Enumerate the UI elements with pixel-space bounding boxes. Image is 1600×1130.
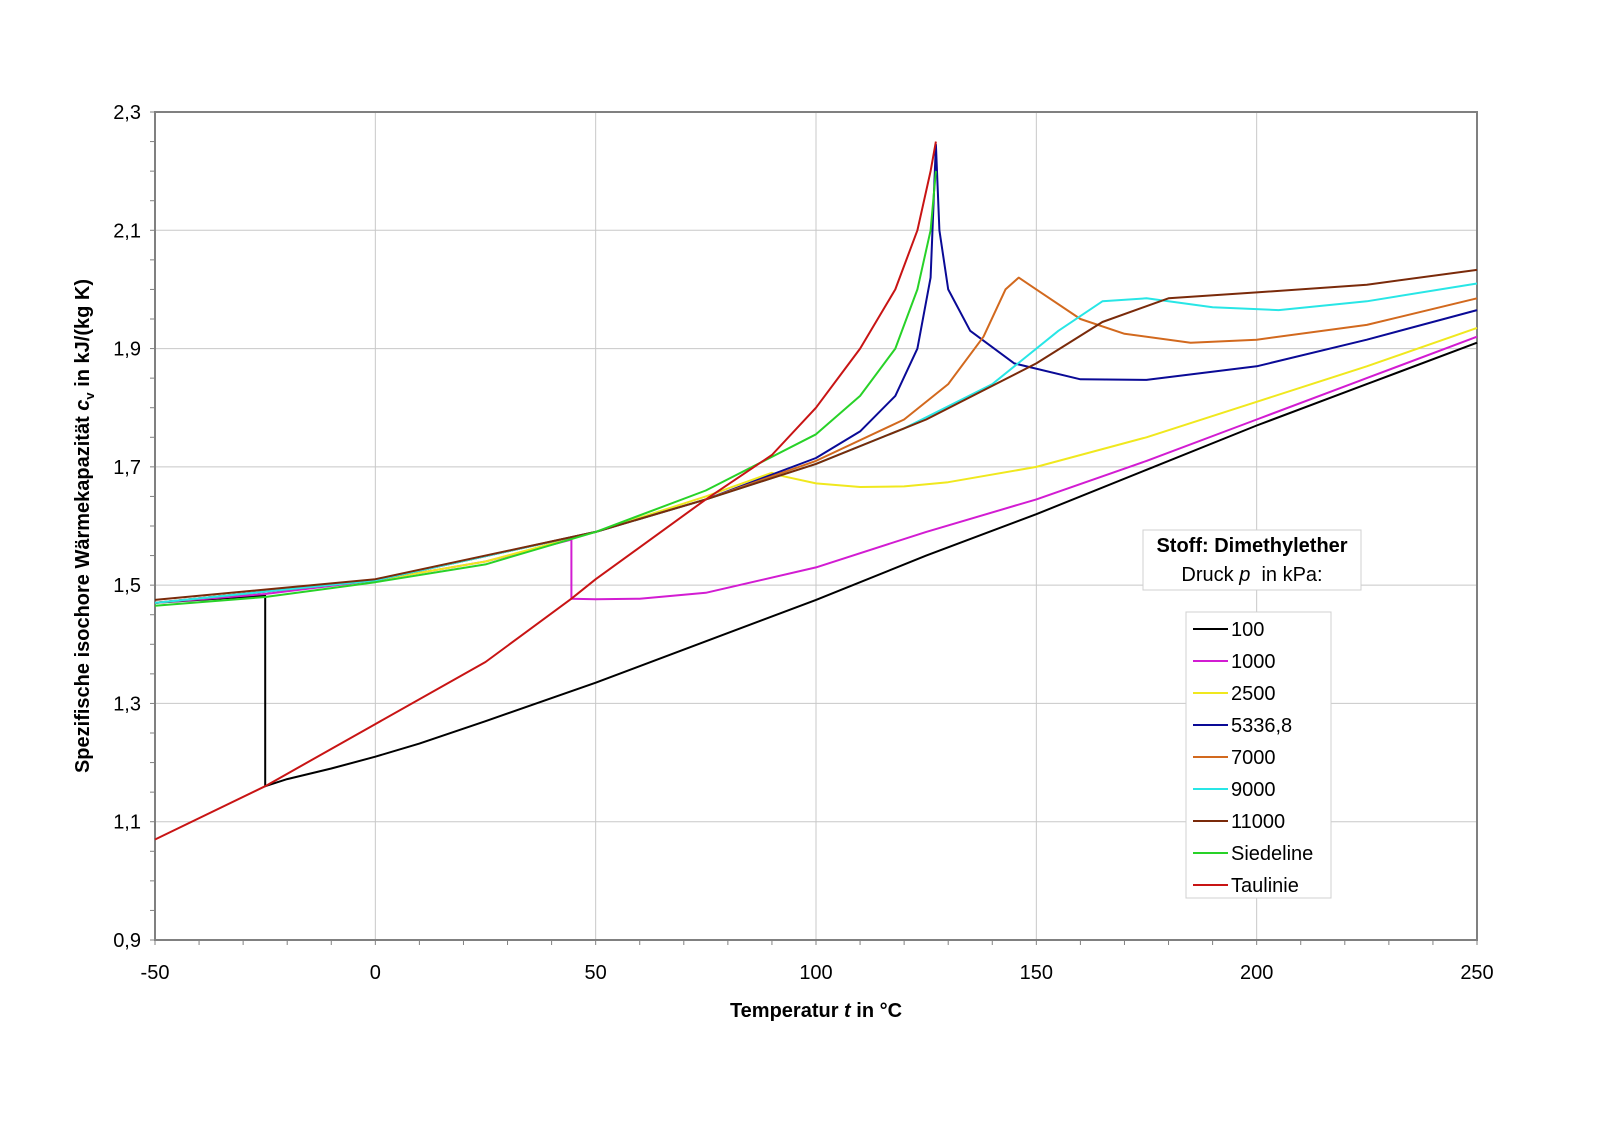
- series-line-2500: [154, 326, 1478, 604]
- series-line-taulinie: [154, 141, 937, 841]
- y-tick-label: 2,3: [113, 102, 141, 124]
- legend-label: 9000: [1231, 779, 1276, 801]
- legend-label: 11000: [1231, 811, 1285, 833]
- legend-label: Taulinie: [1231, 875, 1299, 897]
- series-line-11000: [154, 268, 1478, 601]
- legend-item: 11000: [1193, 811, 1285, 833]
- legend: 100 1000 2500 5336,8 7000 9000 11000 Siedeline T…: [1185, 611, 1332, 899]
- y-tick-label: 1,7: [113, 457, 141, 479]
- legend-label: 7000: [1231, 747, 1276, 769]
- legend-label: 1000: [1231, 651, 1276, 673]
- y-tick-label: 1,5: [113, 575, 141, 597]
- legend-item: 5336,8: [1193, 715, 1292, 737]
- grid-lines: [154, 111, 1478, 941]
- y-axis-tick-labels: 0,9 1,1 1,3 1,5 1,7 1,9 2,1 2,3: [113, 102, 141, 952]
- y-tick-label: 1,9: [113, 339, 141, 361]
- y-axis-title: Spezifische isochore Wärmekapazität cv i…: [72, 279, 97, 773]
- y-tick-label: 2,1: [113, 220, 141, 242]
- x-tick-label: 50: [585, 962, 607, 984]
- legend-item: Taulinie: [1193, 875, 1299, 897]
- legend-label: 5336,8: [1231, 715, 1292, 737]
- y-tick-label: 1,3: [113, 693, 141, 715]
- legend-item: 2500: [1193, 683, 1276, 705]
- x-tick-label: 200: [1240, 962, 1273, 984]
- series-line-100: [154, 341, 1478, 788]
- y-tick-label: 1,1: [113, 812, 141, 834]
- data-series: [154, 141, 1478, 841]
- legend-label: Siedeline: [1231, 843, 1313, 865]
- x-tick-label: 0: [370, 962, 381, 984]
- legend-item: 7000: [1193, 747, 1276, 769]
- x-axis-title: Temperatur t in °C: [730, 1000, 902, 1022]
- info-box: Stoff: Dimethylether Druck p in kPa:: [1142, 529, 1362, 591]
- x-tick-label: -50: [141, 962, 170, 984]
- x-tick-label: 150: [1020, 962, 1053, 984]
- info-box-subtitle: Druck p in kPa:: [1181, 564, 1322, 586]
- y-tick-label: 0,9: [113, 930, 141, 952]
- legend-label: 2500: [1231, 683, 1276, 705]
- legend-item: 9000: [1193, 779, 1276, 801]
- legend-item: 100: [1193, 619, 1264, 641]
- minor-ticks: [150, 111, 1478, 945]
- series-line-siedeline: [154, 171, 937, 607]
- x-axis-tick-labels: -50 0 50 100 150 200 250: [141, 962, 1494, 984]
- legend-item: 1000: [1193, 651, 1276, 673]
- legend-label: 100: [1231, 619, 1264, 641]
- info-box-title: Stoff: Dimethylether: [1156, 535, 1347, 557]
- x-tick-label: 250: [1460, 962, 1493, 984]
- x-tick-label: 100: [799, 962, 832, 984]
- legend-item: Siedeline: [1193, 843, 1313, 865]
